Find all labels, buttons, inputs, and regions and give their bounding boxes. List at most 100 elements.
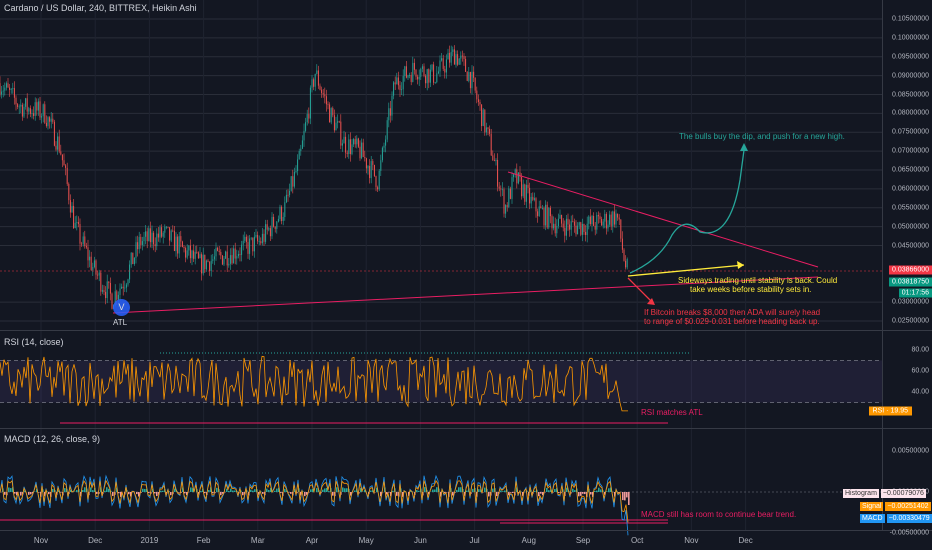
macd-histogram-bar (582, 492, 584, 494)
price-candle-body (370, 161, 372, 179)
macd-histogram-bar (48, 492, 50, 495)
price-tick: 0.10500000 (892, 15, 929, 23)
macd-histogram-bar (142, 488, 144, 492)
atl-marker[interactable]: V (113, 299, 130, 316)
price-candle-body (388, 108, 390, 121)
macd-histogram-bar (274, 490, 276, 492)
macd-line-badge: MACD −0.00330479 (860, 514, 932, 523)
price-candle-body (148, 228, 150, 241)
macd-histogram-bar (590, 492, 592, 495)
macd-histogram-bar (64, 488, 66, 492)
price-candle-body (157, 233, 159, 238)
price-candle-body (237, 254, 239, 257)
rsi-legend[interactable]: RSI (14, close) (4, 337, 64, 347)
price-candle-body (501, 189, 503, 191)
macd-histogram-bar (508, 492, 510, 496)
sideways-annotation-line2[interactable]: take weeks before stability sets in. (690, 285, 812, 294)
price-candle-body (412, 62, 414, 82)
price-candle-body (242, 240, 244, 245)
price-candle-body (613, 211, 615, 225)
price-tick: 0.10000000 (892, 34, 929, 42)
price-candle-body (101, 290, 103, 292)
histogram-label: Histogram (843, 489, 879, 498)
sideways-annotation-line1[interactable]: Sideways trading until stability is back… (678, 276, 838, 285)
price-candle-body (61, 154, 63, 161)
price-candle-body (567, 218, 569, 225)
price-candle-body (18, 106, 20, 108)
price-candle-body (418, 76, 420, 80)
bitcoin-annotation-line2[interactable]: to range of $0.029-0.031 before heading … (644, 317, 820, 326)
pane-separator[interactable] (0, 330, 932, 331)
price-tick: 0.05000000 (892, 223, 929, 231)
macd-histogram-bar (332, 492, 334, 496)
macd-histogram-bar (354, 490, 356, 492)
price-candle-body (226, 251, 228, 266)
macd-histogram-bar (252, 490, 254, 492)
macd-histogram-bar (432, 489, 434, 492)
price-candle-body (162, 232, 164, 237)
price-candle-body (143, 236, 145, 242)
price-candle-body (252, 237, 254, 252)
price-candle-body (394, 82, 396, 85)
price-candle-body (357, 138, 359, 147)
macd-histogram-bar (226, 488, 228, 492)
price-candle-body (303, 130, 305, 141)
rsi-annotation[interactable]: RSI matches ATL (641, 408, 703, 417)
price-candle-body (530, 196, 532, 204)
macd-histogram-bar (82, 490, 84, 492)
price-candle-body (37, 101, 39, 111)
price-candle-body (193, 250, 195, 259)
macd-histogram-bar (284, 488, 286, 492)
bulls-annotation[interactable]: The bulls buy the dip, and push for a ne… (679, 132, 845, 141)
price-candle-body (373, 164, 375, 177)
macd-legend[interactable]: MACD (12, 26, close, 9) (4, 434, 101, 444)
macd-histogram-bar (542, 492, 544, 496)
price-tick: 0.09000000 (892, 72, 929, 80)
macd-histogram-bar (10, 488, 12, 492)
price-candle-body (249, 238, 251, 254)
rsi-axis[interactable]: 80.00 60.00 40.00 (882, 331, 932, 428)
macd-histogram-bar (480, 489, 482, 492)
price-candle-body (441, 58, 443, 61)
price-candle-body (271, 216, 273, 237)
price-candle-body (225, 251, 227, 259)
price-candle-body (146, 231, 148, 241)
price-candle-body (65, 165, 67, 168)
price-candle-body (596, 215, 598, 230)
macd-histogram-bar (144, 488, 146, 492)
price-candle-body (69, 200, 71, 213)
price-candle-body (625, 260, 627, 268)
macd-histogram-bar (90, 487, 92, 492)
price-tick: 0.07000000 (892, 147, 929, 155)
macd-histogram-bar (174, 488, 176, 492)
macd-histogram-bar (200, 490, 202, 492)
macd-histogram-bar (170, 492, 172, 496)
price-candle-body (359, 146, 361, 159)
bitcoin-annotation-line1[interactable]: If Bitcoin breaks $8,000 then ADA will s… (644, 308, 821, 317)
macd-histogram-bar (444, 492, 446, 493)
price-candle-body (506, 205, 508, 207)
price-candle-body (173, 230, 175, 251)
time-axis[interactable]: Nov Dec 2019 Feb Mar Apr May Jun Jul Aug Sep Oct Nov… (0, 531, 882, 550)
price-candle-body (121, 286, 123, 289)
price-candle-body (28, 108, 30, 112)
macd-histogram-bar (346, 488, 348, 492)
price-candle-body (377, 187, 379, 190)
price-candle-body (607, 224, 609, 229)
price-candle-body (29, 108, 31, 114)
price-candle-body (245, 236, 247, 243)
price-candle-body (0, 83, 1, 95)
price-candle-body (194, 251, 196, 259)
price-candle-body (525, 184, 527, 202)
price-candle-body (466, 71, 468, 81)
time-tick: Jun (413, 536, 427, 545)
price-candle-body (281, 206, 283, 221)
macd-histogram-bar (418, 490, 420, 492)
macd-histogram-bar (466, 490, 468, 492)
macd-histogram-bar (178, 492, 180, 493)
price-candle-body (457, 54, 459, 65)
macd-annotation[interactable]: MACD still has room to continue bear tre… (641, 510, 797, 519)
symbol-legend[interactable]: Cardano / US Dollar, 240, BITTREX, Heiki… (4, 3, 197, 13)
pane-separator[interactable] (0, 428, 932, 429)
price-axis[interactable]: 0.10500000 0.10000000 0.09500000 0.09000000… (882, 0, 932, 330)
